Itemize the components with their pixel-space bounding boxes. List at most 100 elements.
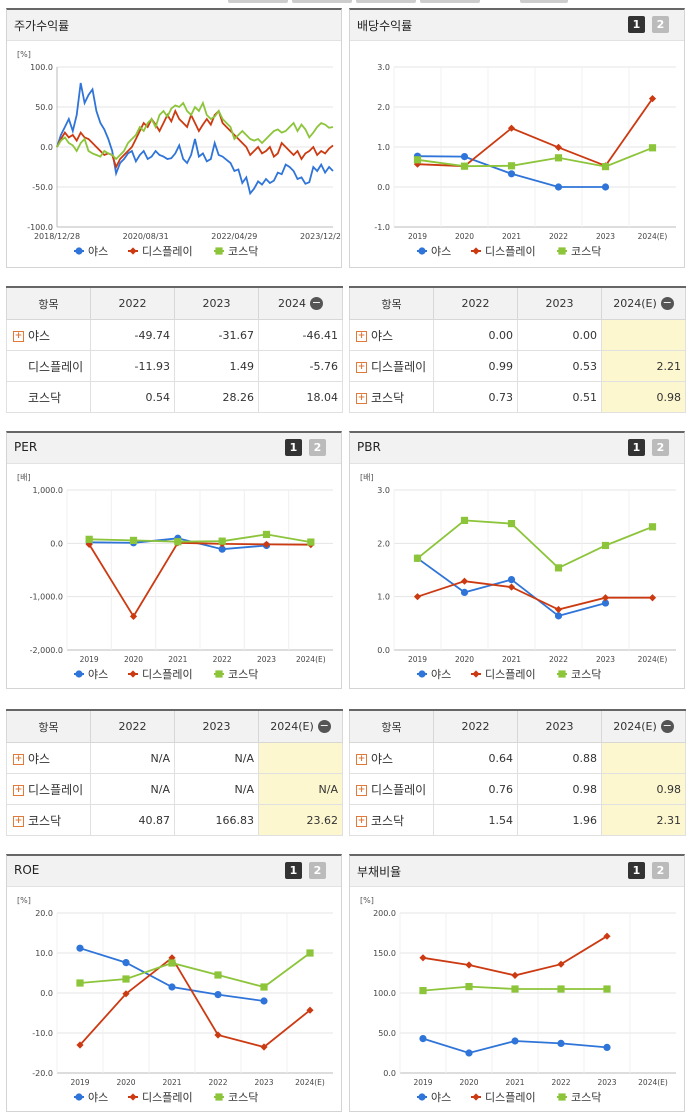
view-2-button[interactable]: 2 <box>652 16 669 33</box>
data-point <box>557 960 565 968</box>
x-tick-label: 2022 <box>549 655 568 664</box>
view-1-button[interactable]: 1 <box>285 439 302 456</box>
y-tick-label: 200.0 <box>373 909 396 918</box>
pbr-panel: PBR 1 2 [배] 3.0 2.0 1.0 0.0 2019 2020 2021 2022 2… <box>349 431 685 689</box>
expand-icon[interactable]: + <box>356 784 367 796</box>
x-tick-label: 2023 <box>596 232 615 241</box>
series-line <box>88 541 311 619</box>
data-point <box>413 156 422 164</box>
y-axis-unit: [%] <box>17 50 31 59</box>
row-name: 코스닥 <box>28 390 62 405</box>
view-1-button[interactable]: 1 <box>628 439 645 456</box>
cell-value: 23.62 <box>258 804 343 836</box>
view-2-button[interactable]: 2 <box>309 439 326 456</box>
cell-value: N/A <box>174 773 259 805</box>
row-label: + 디스플레이 <box>349 773 434 805</box>
header-label: 2023 <box>202 720 231 733</box>
series-line <box>79 952 311 988</box>
expand-icon[interactable]: + <box>13 784 24 796</box>
y-tick-label: 20.0 <box>35 909 53 918</box>
y-tick-label: -20.0 <box>32 1069 53 1078</box>
dividend-table: 항목 2022 2023 2024(E) − + 야스 0.00 0.00 + 디스플레이 0.99 0… <box>349 286 686 413</box>
cell-value: 0.00 <box>433 319 518 351</box>
legend-label: 디스플레이 <box>485 245 536 258</box>
data-point <box>129 247 137 255</box>
y-tick-label: -2,000.0 <box>30 646 63 655</box>
table-row: 코스닥 0.54 28.26 18.04 <box>6 381 343 413</box>
cell-value: 28.26 <box>174 381 259 413</box>
cell-value: 0.76 <box>433 773 518 805</box>
data-point <box>648 523 657 531</box>
expand-icon[interactable]: + <box>356 392 367 404</box>
data-point <box>601 541 610 550</box>
expand-icon[interactable]: + <box>13 815 24 827</box>
expand-icon[interactable]: + <box>356 753 367 765</box>
legend-label: 야스 <box>431 1091 451 1104</box>
data-point <box>85 535 93 543</box>
data-point <box>507 520 516 528</box>
collapse-icon[interactable]: − <box>310 296 323 311</box>
expand-icon[interactable]: + <box>13 330 24 342</box>
y-tick-label: 50.0 <box>378 1029 396 1038</box>
data-point <box>307 538 315 546</box>
collapse-icon[interactable]: − <box>317 719 331 734</box>
data-point <box>558 247 566 255</box>
series-line <box>56 100 334 161</box>
expand-icon[interactable]: + <box>356 815 367 827</box>
legend-label: 코스닥 <box>228 1091 258 1104</box>
view-2-button[interactable]: 2 <box>652 439 669 456</box>
column-header-item: 항목 <box>6 709 91 743</box>
y-tick-label: 0.0 <box>40 143 53 152</box>
expand-icon[interactable]: + <box>13 753 24 765</box>
row-name: 야스 <box>371 751 394 766</box>
panel-header: ROE 1 2 <box>7 856 341 887</box>
cell-value: 1.49 <box>174 350 259 382</box>
collapse-icon[interactable]: − <box>660 719 674 734</box>
data-point <box>460 577 469 585</box>
y-tick-label: -50.0 <box>32 183 53 192</box>
collapse-icon[interactable]: − <box>660 296 674 311</box>
view-1-button[interactable]: 1 <box>628 16 645 33</box>
row-label: + 디스플레이 <box>6 773 91 805</box>
legend-label: 야스 <box>88 668 108 681</box>
data-point <box>507 162 516 170</box>
legend-label: 디스플레이 <box>142 245 193 258</box>
y-tick-label: 2.0 <box>377 539 390 548</box>
column-header-year: 2024− <box>258 286 343 320</box>
cell-value: 0.98 <box>601 773 686 805</box>
view-1-button[interactable]: 1 <box>285 862 302 879</box>
panel-title: PBR <box>357 440 381 454</box>
view-1-button[interactable]: 1 <box>628 862 645 879</box>
roe-panel: ROE 1 2 [%] 20.0 10.0 0.0 -10.0 -20.0 2019 2020… <box>6 854 342 1112</box>
data-point <box>460 588 469 596</box>
series-line <box>89 533 311 543</box>
panel-header: 배당수익률 1 2 <box>350 10 684 41</box>
cell-value: -49.74 <box>90 319 175 351</box>
cell-value: -5.76 <box>258 350 343 382</box>
data-point <box>603 1043 611 1051</box>
per-chart: [배]1,000.0 0.0 -1,000.0 -2,000.0 2019 2020 202… <box>17 473 333 681</box>
data-point <box>554 564 563 572</box>
x-tick-label: 2024(E) <box>638 232 668 241</box>
x-tick-label: 2024(E) <box>638 1078 668 1087</box>
column-header-year: 2022 <box>90 286 175 320</box>
data-point <box>306 949 314 957</box>
view-2-button[interactable]: 2 <box>309 862 326 879</box>
data-point <box>511 971 519 979</box>
table-row: + 디스플레이 0.99 0.53 2.21 <box>349 350 686 382</box>
view-2-button[interactable]: 2 <box>652 862 669 879</box>
row-label: + 야스 <box>6 742 91 774</box>
y-tick-label: 150.0 <box>373 949 396 958</box>
legend-label: 디스플레이 <box>485 668 536 681</box>
expand-icon[interactable]: + <box>356 330 367 342</box>
expand-icon[interactable]: + <box>356 361 367 373</box>
legend-label: 코스닥 <box>571 1091 601 1104</box>
column-header-year: 2023 <box>174 286 259 320</box>
data-point <box>129 536 138 544</box>
panel-header: PER 1 2 <box>7 433 341 464</box>
row-name: 디스플레이 <box>28 359 84 374</box>
header-label: 2022 <box>118 297 147 310</box>
x-tick-label: 2024(E) <box>638 655 668 664</box>
x-tick-label: 2023/12/28 <box>300 232 341 241</box>
cell-value: 2.21 <box>601 350 686 382</box>
